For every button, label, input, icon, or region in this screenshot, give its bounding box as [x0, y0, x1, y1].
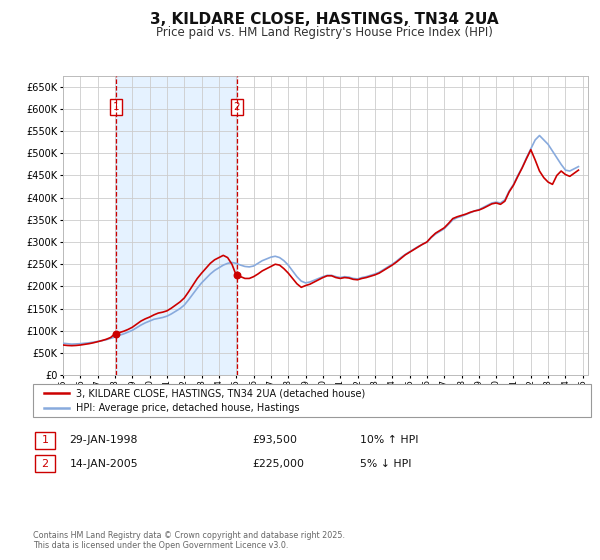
- Text: 2: 2: [41, 459, 49, 469]
- Text: 10% ↑ HPI: 10% ↑ HPI: [360, 435, 419, 445]
- Text: 2: 2: [233, 102, 240, 112]
- Text: 5% ↓ HPI: 5% ↓ HPI: [360, 459, 412, 469]
- Text: 1: 1: [113, 102, 119, 112]
- Point: [112, 329, 121, 338]
- Text: 1: 1: [41, 435, 49, 445]
- Text: £93,500: £93,500: [252, 435, 297, 445]
- Text: 29-JAN-1998: 29-JAN-1998: [70, 435, 138, 445]
- Text: 3, KILDARE CLOSE, HASTINGS, TN34 2UA (detached house): 3, KILDARE CLOSE, HASTINGS, TN34 2UA (de…: [76, 388, 365, 398]
- Text: Contains HM Land Registry data © Crown copyright and database right 2025.
This d: Contains HM Land Registry data © Crown c…: [33, 530, 345, 550]
- Point: [232, 271, 242, 280]
- Text: HPI: Average price, detached house, Hastings: HPI: Average price, detached house, Hast…: [76, 403, 300, 413]
- Text: £225,000: £225,000: [252, 459, 304, 469]
- Bar: [116, 76, 237, 375]
- Text: Price paid vs. HM Land Registry's House Price Index (HPI): Price paid vs. HM Land Registry's House …: [155, 26, 493, 39]
- Text: 14-JAN-2005: 14-JAN-2005: [70, 459, 138, 469]
- Text: 3, KILDARE CLOSE, HASTINGS, TN34 2UA: 3, KILDARE CLOSE, HASTINGS, TN34 2UA: [149, 12, 499, 27]
